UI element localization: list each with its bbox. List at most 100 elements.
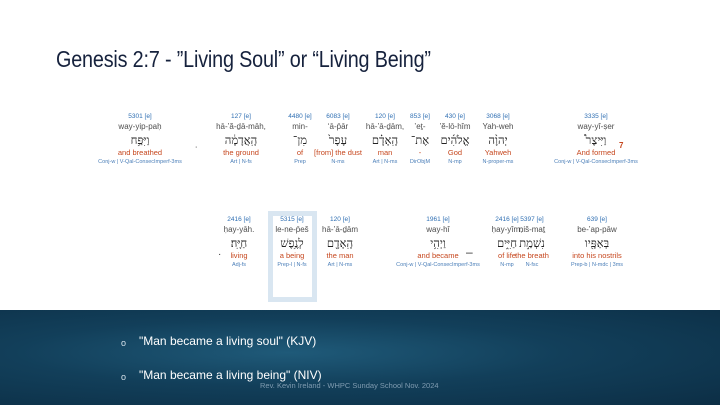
interlinear-word: 853 [e] ’eṯ- אֶת־ - DirObjM xyxy=(410,113,430,167)
transliteration[interactable]: ḥay-yāh. xyxy=(223,225,255,234)
separator-dash: – xyxy=(466,245,473,259)
transliteration[interactable]: hā-’ā-ḏām xyxy=(321,225,359,234)
strong-number[interactable]: 5301 [e] xyxy=(128,113,152,120)
hebrew-word: עָפָר֙ xyxy=(328,133,348,147)
hebrew-word: אֶת־ xyxy=(410,133,430,147)
english-gloss: [from] the dust xyxy=(314,148,362,157)
hebrew-word: וַיִּיצֶר֩ xyxy=(585,133,607,147)
footer-credit: Rev. Kevin Ireland - WHPC Sunday School … xyxy=(260,381,439,390)
english-gloss: the man xyxy=(326,251,354,260)
morphology-tag[interactable]: Conj-w | V-Qal-ConsecImperf-3ms xyxy=(98,159,182,165)
hebrew-word: הָֽאָדָ֗ם xyxy=(371,133,399,147)
transliteration[interactable]: niš-maṯ xyxy=(518,225,546,234)
separator-dot: ˙ xyxy=(195,146,199,157)
transliteration[interactable]: way-hî xyxy=(426,225,450,234)
interlinear-word: 6083 [e] ‘ā-p̄ār עָפָר֙ [from] the dust N-ms xyxy=(314,113,362,167)
hebrew-word: חַיָּֽה׃ xyxy=(230,236,248,250)
english-gloss: - xyxy=(418,148,422,157)
transliteration[interactable]: le-ne-p̄eš xyxy=(275,225,309,234)
strong-number[interactable]: 430 [e] xyxy=(445,113,465,120)
hebrew-word: חַיִּ֑ים xyxy=(496,236,518,250)
morphology-tag[interactable]: Conj-w | V-Qal-ConsecImperf-3ms xyxy=(396,262,480,268)
interlinear-word: 430 [e] ’ĕ-lō-hîm אֱלֹהִ֜ים God N-mp xyxy=(439,113,470,167)
strong-number[interactable]: 120 [e] xyxy=(330,216,350,223)
english-gloss: of xyxy=(296,148,304,157)
morphology-tag[interactable]: Art | N-fs xyxy=(230,159,252,165)
english-gloss: a being xyxy=(279,251,305,260)
morphology-tag[interactable]: N-mp xyxy=(500,262,514,268)
interlinear-word: 120 [e] hā-’ā-ḏām, הָֽאָדָ֗ם man Art | N-ms xyxy=(366,113,404,167)
english-gloss: of life xyxy=(498,251,516,260)
translation-line-kjv: "Man became a living soul" (KJV) xyxy=(139,334,317,348)
bullet-icon: o xyxy=(121,372,127,382)
transliteration[interactable]: way-yî-ṣer xyxy=(577,122,615,131)
highlight-box xyxy=(268,211,317,302)
hebrew-word: אֱלֹהִ֜ים xyxy=(440,133,470,147)
morphology-tag[interactable]: Conj-w | V-Qal-ConsecImperf-3ms xyxy=(554,159,638,165)
morphology-tag[interactable]: N-mp xyxy=(448,159,462,165)
strong-number[interactable]: 1961 [e] xyxy=(426,216,450,223)
english-gloss: God xyxy=(447,148,463,157)
strong-number[interactable]: 853 [e] xyxy=(410,113,430,120)
morphology-tag[interactable]: N-ms xyxy=(331,159,345,165)
separator-dot: · xyxy=(218,249,222,260)
strong-number[interactable]: 2416 [e] xyxy=(227,216,251,223)
strong-number[interactable]: 3068 [e] xyxy=(486,113,510,120)
morphology-tag[interactable]: Prep-l | N-fs xyxy=(277,262,307,268)
morphology-tag[interactable]: DirObjM xyxy=(409,159,431,165)
strong-number[interactable]: 639 [e] xyxy=(587,216,607,223)
hebrew-word: נִשְׁמַ֣ת xyxy=(519,236,545,250)
verse-number: 7 xyxy=(619,141,624,150)
interlinear-word: 3335 [e] way-yî-ṣer וַיִּיצֶר֩ And formed Co… xyxy=(554,113,638,167)
interlinear-word: 1961 [e] way-hî וַיְהִ֥י and became Conj-w |… xyxy=(396,216,480,270)
morphology-tag[interactable]: Adj-fs xyxy=(231,262,247,268)
interlinear-word: 5397 [e] niš-maṯ נִשְׁמַ֣ת the breath N-fsc xyxy=(515,216,549,270)
english-gloss: man xyxy=(377,148,393,157)
interlinear-word: 2416 [e] ḥay-yāh. חַיָּֽה׃ living Adj-fs xyxy=(224,216,255,270)
morphology-tag[interactable]: N-proper-ms xyxy=(482,159,514,165)
interlinear-word: 4480 [e] min- מִן־ of Prep xyxy=(288,113,312,167)
morphology-tag[interactable]: Prep xyxy=(294,159,306,165)
transliteration[interactable]: way-yip-paḥ xyxy=(118,122,162,131)
transliteration[interactable]: hā-’ă-ḏā-māh, xyxy=(216,122,266,131)
interlinear-word: 3068 [e] Yah-weh יְהוָ֨ה Yahweh N-proper-ms xyxy=(483,113,514,167)
transliteration[interactable]: min- xyxy=(292,122,308,131)
transliteration[interactable]: ’ĕ-lō-hîm xyxy=(439,122,471,131)
strong-number[interactable]: 5315 [e] xyxy=(280,216,304,223)
english-gloss: and breathed xyxy=(117,148,163,157)
hebrew-word: הָֽאָדָ֖ם xyxy=(326,236,354,250)
english-gloss: the breath xyxy=(515,251,549,260)
strong-number[interactable]: 5397 [e] xyxy=(520,216,544,223)
hebrew-word: לְנֶ֥פֶשׁ xyxy=(280,236,304,250)
english-gloss: the ground xyxy=(223,148,259,157)
transliteration[interactable]: ’eṯ- xyxy=(414,122,426,131)
transliteration[interactable]: hā-’ā-ḏām, xyxy=(365,122,405,131)
interlinear-word: 5301 [e] way-yip-paḥ וַיִּפַּ֥ח and breathe… xyxy=(98,113,182,167)
hebrew-word: וַיִּפַּ֥ח xyxy=(130,133,150,147)
transliteration[interactable]: ‘ā-p̄ār xyxy=(327,122,349,131)
morphology-tag[interactable]: Prep-b | N-mdc | 3ms xyxy=(570,262,624,268)
interlinear-word: 127 [e] hā-’ă-ḏā-māh, הָֽאֲדָמָ֔ה the groun… xyxy=(216,113,266,167)
interlinear-table: 3335 [e] way-yî-ṣer וַיִּיצֶר֩ And formed Co… xyxy=(98,113,638,302)
strong-number[interactable]: 3335 [e] xyxy=(584,113,608,120)
morphology-tag[interactable]: Art | N-ms xyxy=(327,262,353,268)
morphology-tag[interactable]: Art | N-ms xyxy=(372,159,398,165)
morphology-tag[interactable]: N-fsc xyxy=(525,262,539,268)
strong-number[interactable]: 6083 [e] xyxy=(326,113,350,120)
interlinear-word: 5315 [e] le-ne-p̄eš לְנֶ֥פֶשׁ a being Prep-l… xyxy=(275,216,308,270)
strong-number[interactable]: 2416 [e] xyxy=(495,216,519,223)
transliteration[interactable]: Yah-weh xyxy=(482,122,514,131)
slide-title: Genesis 2:7 - ”Living Soul” or “Living B… xyxy=(56,46,431,72)
interlinear-word: 639 [e] be-’ap-pāw בְּאַפָּ֖יו into his nos… xyxy=(571,216,623,270)
hebrew-word: הָֽאֲדָמָ֔ה xyxy=(224,133,258,147)
english-gloss: living xyxy=(230,251,248,260)
strong-number[interactable]: 120 [e] xyxy=(375,113,395,120)
transliteration[interactable]: ḥay-yîm; xyxy=(491,225,523,234)
interlinear-word: 2416 [e] ḥay-yîm; חַיִּ֑ים of life N-mp xyxy=(492,216,523,270)
bullet-icon: o xyxy=(121,338,127,348)
strong-number[interactable]: 127 [e] xyxy=(231,113,251,120)
strong-number[interactable]: 4480 [e] xyxy=(288,113,312,120)
english-gloss: And formed xyxy=(576,148,616,157)
hebrew-word: וַיְהִ֥י xyxy=(430,236,446,250)
transliteration[interactable]: be-’ap-pāw xyxy=(577,225,617,234)
